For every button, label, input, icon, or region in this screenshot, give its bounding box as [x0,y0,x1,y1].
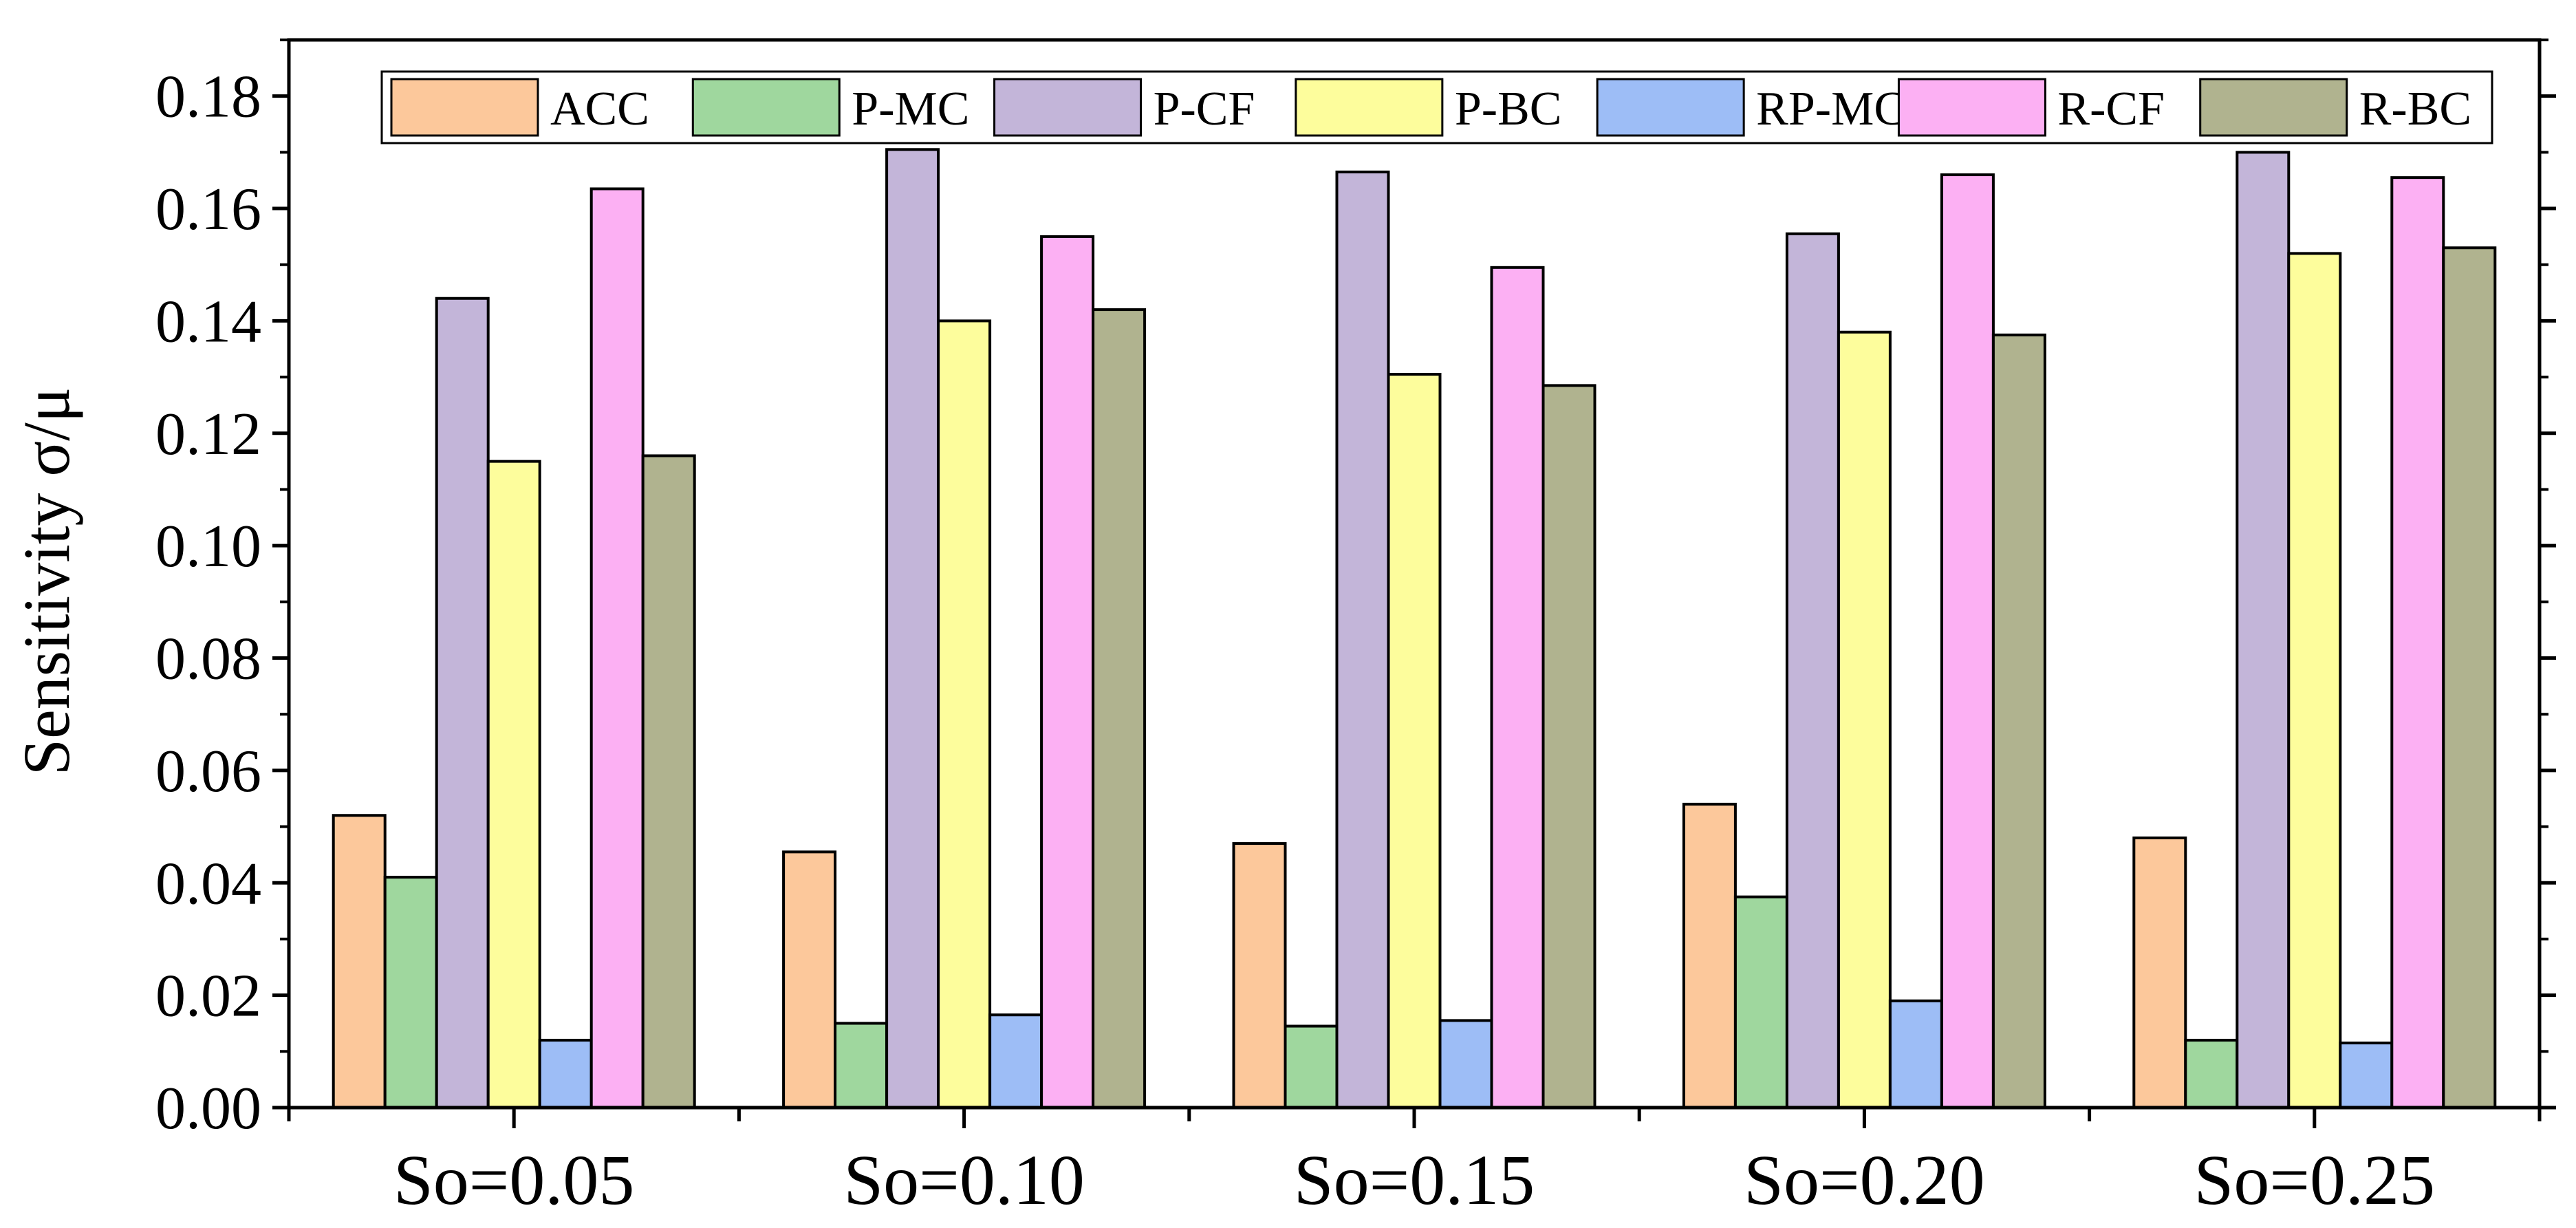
bar-r-cf-so-0-20 [1940,173,1995,1109]
bar-acc-so-0-25 [2132,836,2187,1109]
y-tick-label: 0.04 [155,850,261,917]
bar-p-mc-so-0-10 [834,1022,889,1109]
bar-r-cf-so-0-10 [1040,235,1095,1109]
bar-rp-mc-so-0-15 [1438,1019,1493,1110]
bar-p-cf-so-0-05 [435,297,490,1110]
bar-p-mc-so-0-15 [1284,1024,1339,1109]
bar-p-cf-so-0-10 [885,148,940,1110]
bar-p-bc-so-0-20 [1837,330,1892,1109]
legend-swatch-r-cf [1897,78,2046,137]
x-tick-label: So=0.25 [2194,1141,2436,1220]
bar-p-bc-so-0-05 [486,460,541,1109]
bar-r-bc-so-0-15 [1541,384,1597,1109]
bar-r-cf-so-0-15 [1490,266,1545,1109]
legend-swatch-p-cf [993,78,1143,137]
y-tick-label: 0.16 [155,176,261,243]
x-tick-label: So=0.15 [1294,1141,1535,1220]
legend-label-acc: ACC [550,83,649,136]
bar-acc-so-0-20 [1682,802,1737,1109]
y-tick-label: 0.00 [155,1075,261,1142]
legend-label-rp-mc: RP-MC [1756,83,1906,136]
legend-swatch-acc [390,78,539,137]
bar-r-bc-so-0-25 [2442,246,2497,1109]
legend-swatch-rp-mc [1596,78,1745,137]
bar-r-cf-so-0-05 [589,187,645,1110]
bar-p-cf-so-0-25 [2236,151,2291,1110]
legend-swatch-p-mc [691,78,841,137]
x-tick-label: So=0.20 [1744,1141,1985,1220]
bar-rp-mc-so-0-10 [988,1013,1043,1110]
bar-rp-mc-so-0-25 [2339,1042,2394,1109]
bar-p-mc-so-0-25 [2184,1038,2239,1110]
bar-p-bc-so-0-15 [1387,373,1442,1110]
y-axis-title: Sensitivity σ/μ [10,387,83,776]
bar-p-cf-so-0-20 [1785,232,1840,1109]
y-tick-label: 0.06 [155,738,261,805]
legend-swatch-r-bc [2199,78,2348,137]
legend-label-r-cf: R-CF [2057,83,2165,136]
bar-r-bc-so-0-10 [1092,308,1147,1109]
legend: ACC P-MC P-CF P-BC RP-MC R-CF R-BC [380,70,2493,144]
y-tick-label: 0.02 [155,963,261,1030]
bar-r-cf-so-0-25 [2390,176,2445,1109]
legend-swatch-p-bc [1295,78,1444,137]
legend-label-r-bc: R-BC [2359,83,2471,136]
y-tick-label: 0.12 [155,401,261,468]
legend-label-p-cf: P-CF [1154,83,1255,136]
bar-p-mc-so-0-05 [383,876,438,1109]
axes: 0.00 0.02 0.04 0.06 0.08 0.10 0.12 0.14 0.16 0.18… [155,38,2556,1220]
y-tick-label: 0.18 [155,64,261,131]
x-tick-label: So=0.05 [393,1141,635,1220]
bar-acc-so-0-15 [1232,842,1287,1110]
legend-label-p-bc: P-BC [1455,83,1562,136]
legend-label-p-mc: P-MC [852,83,969,136]
bar-p-cf-so-0-15 [1335,170,1390,1110]
bar-r-bc-so-0-05 [641,454,696,1109]
y-tick-label: 0.10 [155,513,261,580]
bar-p-bc-so-0-10 [937,319,992,1110]
bar-p-bc-so-0-25 [2287,252,2342,1109]
bar-rp-mc-so-0-20 [1888,999,1943,1110]
bar-p-mc-so-0-20 [1733,895,1788,1109]
y-tick-label: 0.08 [155,626,261,693]
bar-rp-mc-so-0-05 [538,1038,593,1110]
y-tick-label: 0.14 [155,288,261,355]
bar-acc-so-0-10 [782,850,837,1109]
bar-r-bc-so-0-20 [1991,333,2046,1109]
x-tick-label: So=0.10 [843,1141,1085,1220]
bars [332,148,2497,1110]
bar-acc-so-0-05 [332,814,387,1109]
